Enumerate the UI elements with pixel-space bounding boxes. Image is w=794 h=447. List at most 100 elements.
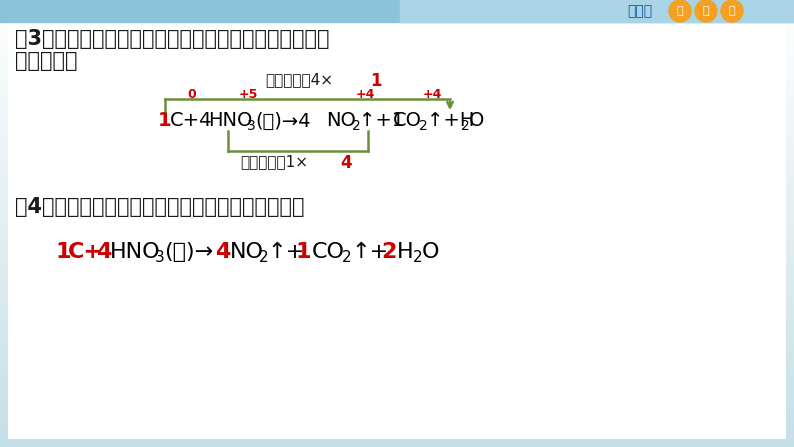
Bar — [0, 44, 794, 45]
Bar — [0, 167, 794, 168]
Bar — [0, 284, 794, 285]
Bar — [0, 267, 794, 268]
Text: ↑+: ↑+ — [351, 242, 388, 262]
Bar — [0, 294, 794, 295]
Bar — [0, 354, 794, 355]
Bar — [0, 415, 794, 416]
Bar — [0, 213, 794, 214]
Bar — [0, 274, 794, 275]
Bar — [0, 96, 794, 97]
Bar — [0, 142, 794, 143]
Bar — [0, 222, 794, 223]
Bar — [0, 252, 794, 253]
Bar — [0, 97, 794, 98]
Bar — [0, 391, 794, 392]
Bar — [0, 69, 794, 70]
Bar — [0, 140, 794, 141]
Bar — [0, 241, 794, 242]
Bar — [0, 263, 794, 264]
Bar — [0, 410, 794, 411]
Bar — [0, 136, 794, 137]
Bar — [0, 81, 794, 82]
Bar — [0, 437, 794, 438]
Bar — [0, 76, 794, 77]
Bar — [0, 150, 794, 151]
Bar — [0, 325, 794, 326]
Bar — [0, 260, 794, 261]
Bar — [0, 177, 794, 178]
Bar — [0, 80, 794, 81]
Bar — [0, 318, 794, 319]
Bar — [0, 100, 794, 101]
Bar — [0, 319, 794, 320]
Bar — [0, 381, 794, 382]
Bar — [0, 275, 794, 276]
Bar — [0, 39, 794, 40]
Bar — [0, 65, 794, 66]
Bar — [0, 51, 794, 52]
Bar — [0, 174, 794, 175]
Bar — [0, 303, 794, 304]
Bar — [0, 396, 794, 397]
Bar — [0, 270, 794, 271]
Bar — [0, 130, 794, 131]
Bar — [0, 20, 794, 21]
Bar — [0, 66, 794, 67]
Bar — [0, 282, 794, 283]
Bar — [0, 193, 794, 194]
Bar — [0, 395, 794, 396]
Bar — [0, 6, 794, 7]
Bar — [0, 428, 794, 429]
Bar — [0, 55, 794, 56]
Bar — [0, 186, 794, 187]
Bar — [0, 226, 794, 227]
Bar — [0, 216, 794, 217]
Text: 3: 3 — [155, 250, 164, 266]
Bar — [0, 305, 794, 306]
Bar — [0, 114, 794, 115]
Bar — [0, 387, 794, 388]
Bar — [0, 317, 794, 318]
Bar — [0, 23, 794, 24]
Bar — [0, 95, 794, 96]
Bar — [0, 423, 794, 424]
Bar — [0, 386, 794, 387]
Bar — [0, 25, 794, 26]
Bar — [0, 262, 794, 263]
Text: （4）配系数：用观察法配平其他物质的化学计量数: （4）配系数：用观察法配平其他物质的化学计量数 — [15, 197, 305, 217]
Bar — [0, 206, 794, 207]
Bar — [0, 425, 794, 426]
Text: 化合价降低1×: 化合价降低1× — [240, 154, 308, 169]
Bar — [0, 40, 794, 41]
Bar — [0, 3, 794, 4]
Bar — [0, 64, 794, 65]
Bar — [0, 10, 794, 11]
Bar — [0, 349, 794, 350]
Bar — [0, 356, 794, 357]
Bar — [0, 85, 794, 86]
Bar — [0, 413, 794, 414]
Bar — [0, 75, 794, 76]
Bar — [0, 47, 794, 48]
Bar — [0, 268, 794, 269]
Bar — [0, 212, 794, 213]
Text: 2: 2 — [259, 250, 268, 266]
Bar — [0, 125, 794, 126]
Text: 2: 2 — [419, 119, 428, 133]
Bar — [0, 9, 794, 10]
Bar — [0, 200, 794, 201]
Bar — [0, 245, 794, 246]
Bar — [0, 286, 794, 287]
Bar — [0, 162, 794, 163]
Bar — [0, 110, 794, 111]
Bar — [0, 111, 794, 112]
Bar — [0, 311, 794, 312]
Circle shape — [721, 0, 743, 22]
Bar — [0, 355, 794, 356]
Bar — [0, 240, 794, 241]
Bar — [0, 137, 794, 138]
Text: 3: 3 — [247, 119, 256, 133]
Bar — [0, 126, 794, 127]
Bar — [0, 398, 794, 399]
Bar — [0, 24, 794, 25]
